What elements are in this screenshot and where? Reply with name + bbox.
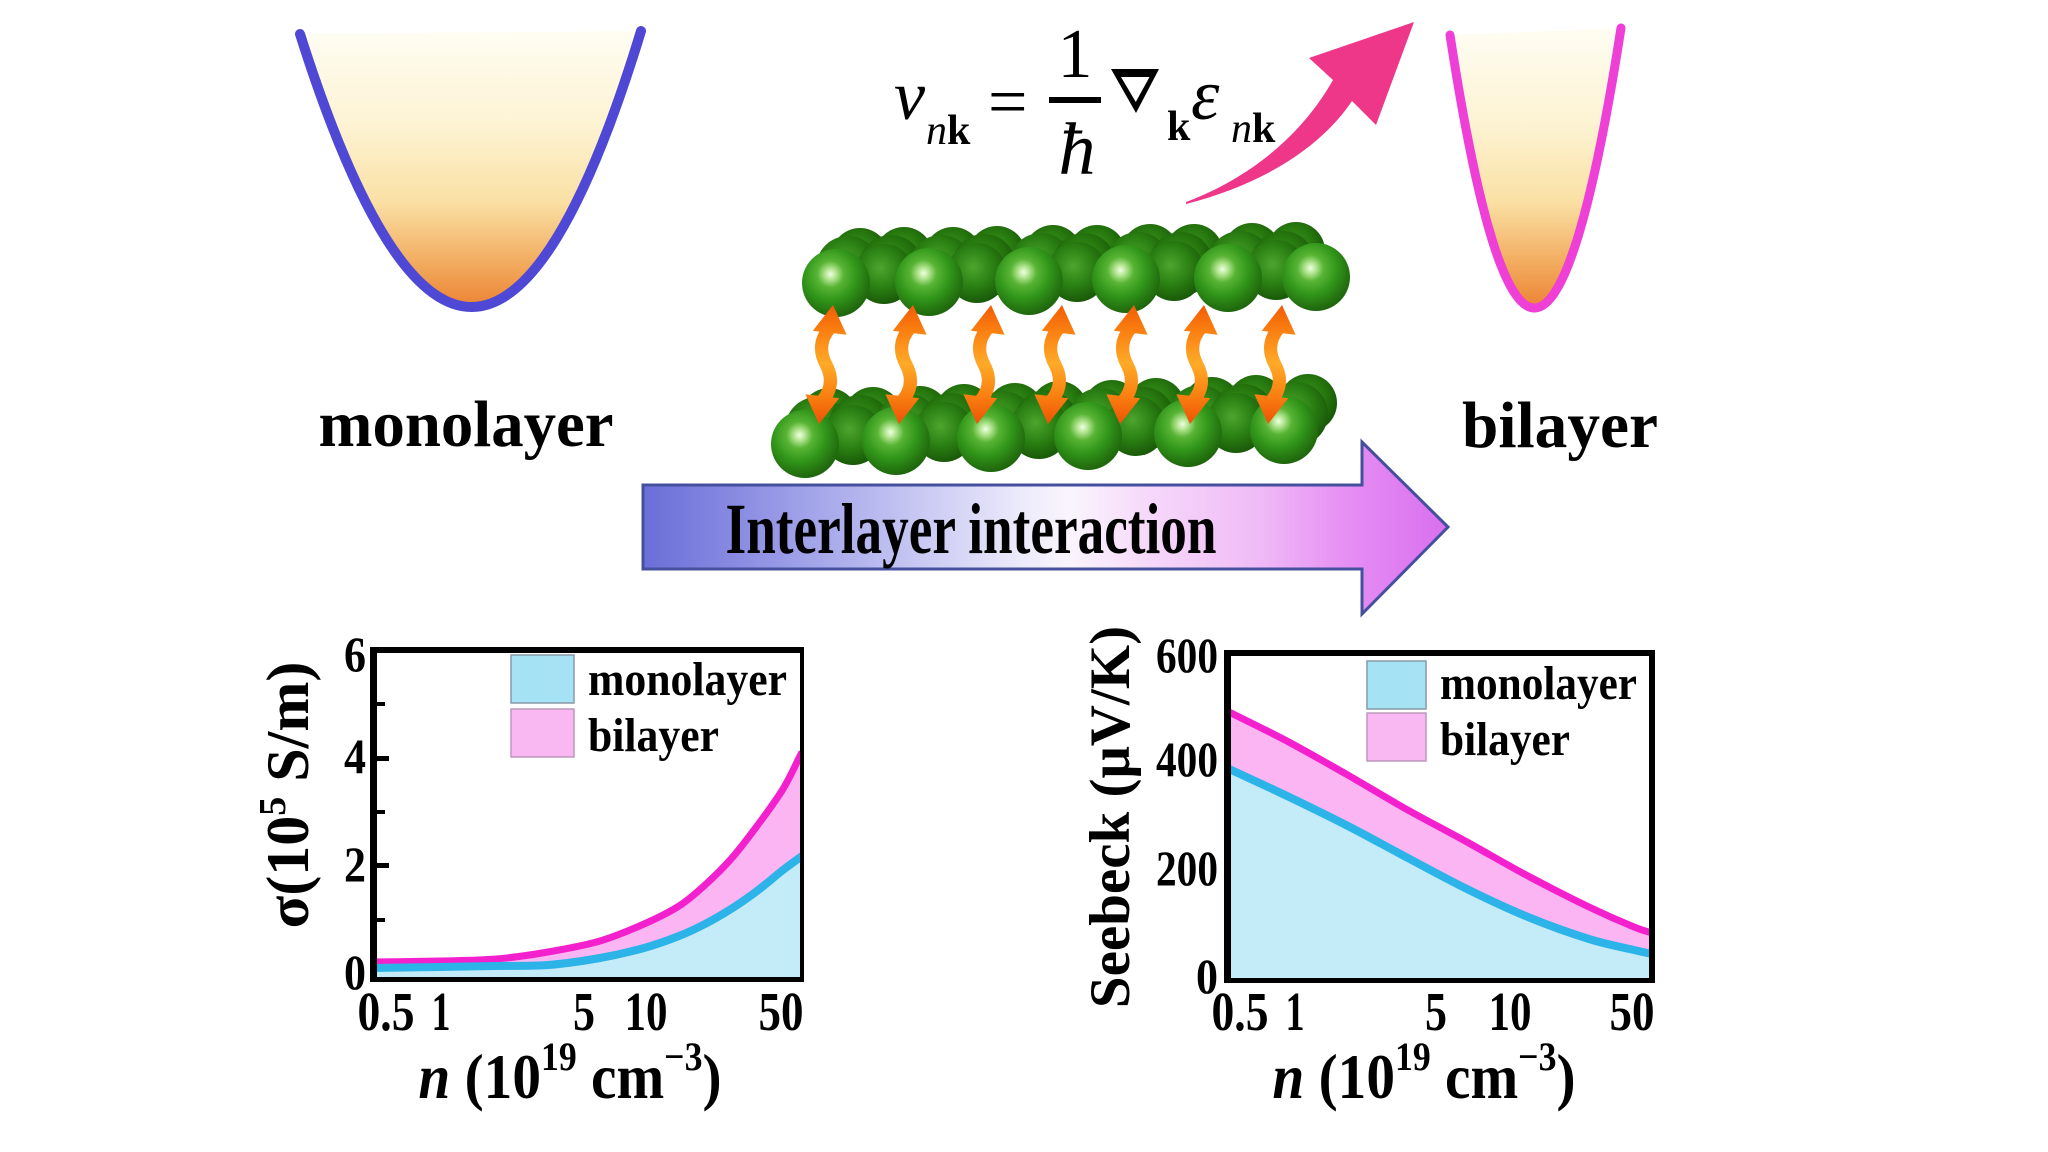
- svg-text:200: 200: [1156, 840, 1218, 896]
- svg-text:ε: ε: [1191, 55, 1220, 135]
- svg-text:50: 50: [1610, 981, 1655, 1042]
- svg-text:nk: nk: [926, 108, 971, 154]
- svg-text:2: 2: [344, 836, 366, 892]
- svg-text:Seebeck (μV/K): Seebeck (μV/K): [1079, 626, 1142, 1008]
- svg-text:5: 5: [1425, 981, 1447, 1042]
- svg-text:bilayer: bilayer: [1440, 713, 1570, 766]
- svg-text:4: 4: [344, 728, 366, 784]
- svg-text:=: =: [988, 64, 1027, 141]
- svg-text:600: 600: [1156, 627, 1218, 683]
- svg-text:monolayer: monolayer: [588, 653, 787, 706]
- svg-text:5: 5: [573, 981, 595, 1042]
- svg-text:0: 0: [1196, 948, 1218, 1004]
- svg-text:400: 400: [1156, 731, 1218, 787]
- svg-text:0.5: 0.5: [1212, 981, 1269, 1042]
- svg-text:monolayer: monolayer: [1440, 657, 1637, 710]
- svg-text:0: 0: [344, 944, 366, 1000]
- svg-text:v: v: [894, 58, 926, 135]
- svg-text:nk: nk: [1231, 106, 1276, 152]
- svg-text:0.5: 0.5: [358, 981, 415, 1042]
- svg-text:k: k: [1167, 104, 1191, 150]
- svg-text:10: 10: [625, 981, 668, 1042]
- svg-text:ħ: ħ: [1059, 109, 1096, 191]
- svg-text:n (1019 cm−3): n (1019 cm−3): [1272, 1035, 1575, 1113]
- svg-text:1: 1: [432, 981, 451, 1042]
- svg-text:1: 1: [1058, 16, 1093, 93]
- svg-text:σ(105 S/m): σ(105 S/m): [252, 662, 321, 929]
- svg-text:50: 50: [759, 981, 804, 1042]
- svg-text:6: 6: [344, 626, 366, 682]
- svg-text:1: 1: [1286, 981, 1305, 1042]
- svg-text:Interlayer interaction: Interlayer interaction: [726, 489, 1217, 569]
- svg-text:bilayer: bilayer: [1462, 389, 1658, 462]
- svg-text:10: 10: [1489, 981, 1532, 1042]
- svg-text:n (1019 cm−3): n (1019 cm−3): [418, 1035, 721, 1113]
- svg-text:bilayer: bilayer: [588, 709, 719, 762]
- svg-text:monolayer: monolayer: [319, 388, 614, 461]
